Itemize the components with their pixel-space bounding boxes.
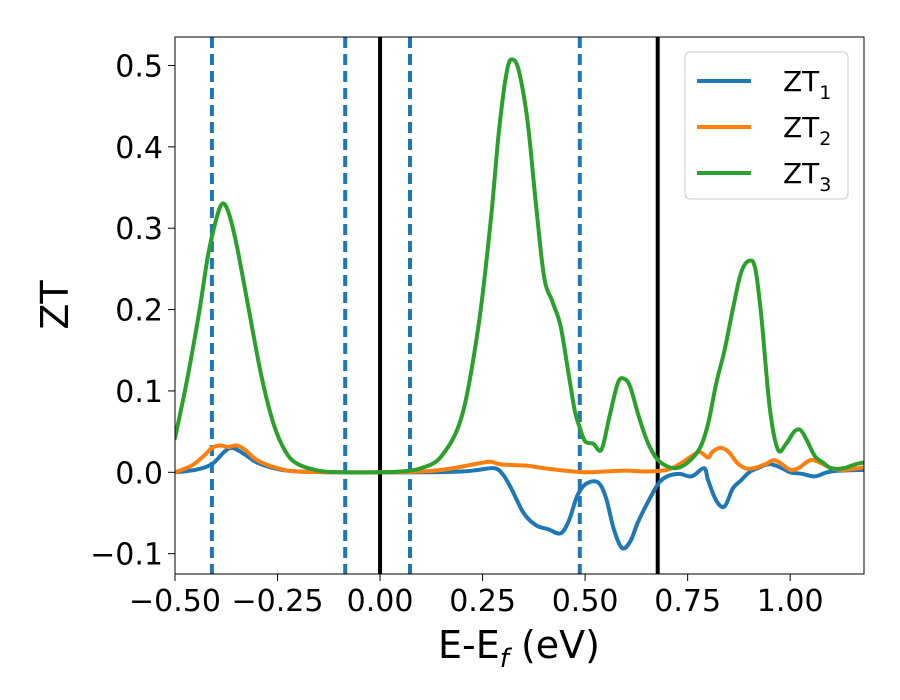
y-tick-label: 0.3: [115, 212, 163, 247]
y-tick-label: 0.1: [115, 375, 163, 410]
x-tick-label: −0.50: [129, 584, 221, 619]
series-line-zt3: [175, 57, 864, 475]
x-tick-label: 1.00: [757, 584, 824, 619]
x-axis-label: E-Ef (eV): [438, 623, 600, 674]
y-axis-label: ZT: [33, 280, 77, 330]
plot-area-frame: [174, 36, 865, 575]
x-tick-label: 0.50: [552, 584, 619, 619]
x-tick-label: 0.25: [449, 584, 516, 619]
y-tick-label: 0.5: [115, 49, 163, 84]
series-line-zt2: [175, 443, 864, 475]
y-tick-label: 0.2: [115, 294, 163, 329]
y-tick-label: 0.4: [115, 131, 163, 166]
x-tick-label: 0.75: [654, 584, 721, 619]
y-tick-label: −0.1: [90, 538, 163, 573]
legend-label-zt1: ZT1: [783, 65, 831, 104]
x-tick-label: 0.00: [347, 584, 414, 619]
legend-label-zt2: ZT2: [783, 111, 831, 150]
legend: ZT1 ZT2 ZT3: [684, 51, 849, 200]
legend-label-zt3: ZT3: [783, 157, 831, 196]
x-tick-label: −0.25: [232, 584, 324, 619]
series-line-zt1: [175, 445, 864, 551]
y-tick-label: 0.0: [115, 456, 163, 491]
legend-frame: [684, 51, 849, 200]
